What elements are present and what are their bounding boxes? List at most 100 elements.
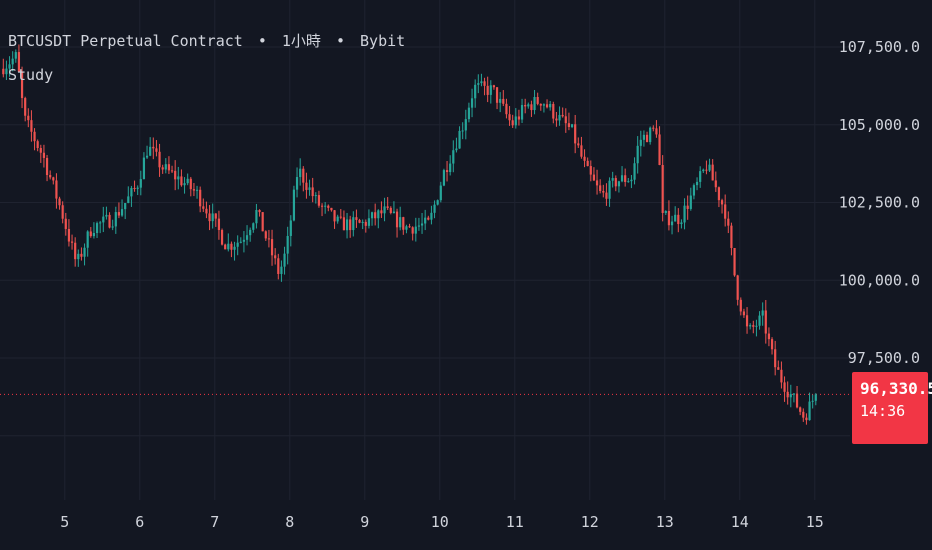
candle-body — [680, 222, 683, 225]
candle-body — [149, 146, 152, 156]
candle-body — [764, 310, 767, 334]
y-tick-label: 102,500.0 — [839, 194, 920, 212]
candle-body — [239, 241, 242, 243]
candle-body — [45, 157, 49, 176]
candle-body — [745, 315, 749, 327]
candle-body — [167, 164, 171, 171]
candle-body — [55, 180, 58, 199]
candle-body — [699, 171, 702, 182]
candle-body — [455, 148, 458, 151]
candle-body — [252, 223, 255, 230]
candle-body — [127, 196, 130, 204]
x-tick-label: 5 — [60, 513, 69, 531]
y-tick-label: 100,000.0 — [839, 271, 920, 289]
candle-body — [695, 181, 699, 186]
candle-body — [161, 167, 164, 170]
candle-body — [802, 411, 805, 418]
candle-body — [467, 107, 471, 120]
candle-body — [717, 187, 721, 201]
candle-body — [483, 81, 486, 86]
candle-body — [14, 52, 17, 59]
x-tick-label: 12 — [581, 513, 599, 531]
candle-body — [383, 206, 386, 214]
candle-body — [152, 146, 155, 149]
candle-body — [461, 130, 464, 132]
candle-body — [667, 210, 671, 226]
interval-label[interactable]: 1小時 — [281, 32, 321, 50]
candle-body — [205, 208, 208, 214]
candle-body — [374, 212, 377, 219]
candle-body — [583, 156, 586, 161]
candle-body — [292, 189, 296, 221]
x-tick-label: 11 — [506, 513, 524, 531]
candle-body — [577, 143, 580, 146]
candle-body — [214, 213, 217, 219]
candle-body — [549, 103, 552, 108]
candle-body — [58, 198, 61, 206]
candle-body — [649, 127, 652, 143]
candle-body — [330, 207, 333, 211]
candle-body — [370, 212, 374, 219]
last-price-badge: 96,330.5 14:36 — [852, 372, 932, 444]
candle-body — [567, 123, 571, 127]
candle-body — [761, 310, 764, 316]
candle-body — [230, 243, 233, 250]
candle-body — [502, 98, 505, 104]
candle-body — [480, 81, 483, 84]
study-label[interactable]: Study — [8, 66, 54, 84]
candle-body — [630, 179, 633, 182]
candle-body — [174, 170, 177, 180]
candle-body — [777, 367, 780, 370]
candle-body — [661, 165, 664, 213]
candle-body — [80, 253, 83, 257]
candle-body — [202, 206, 205, 209]
candle-body — [524, 105, 527, 107]
candle-body — [311, 187, 314, 197]
candle-body — [280, 266, 283, 274]
candle-body — [89, 231, 92, 237]
candle-body — [102, 216, 105, 223]
candle-body — [295, 177, 299, 190]
candle-body — [49, 175, 52, 178]
candle-body — [27, 115, 30, 121]
candle-body — [333, 210, 336, 222]
candle-body — [811, 400, 814, 402]
candle-body — [342, 217, 346, 231]
candle-body — [289, 220, 292, 236]
candle-body — [758, 315, 761, 326]
candle-body — [233, 246, 236, 250]
candle-body — [352, 217, 355, 231]
candle-body — [145, 155, 149, 158]
candle-body — [299, 168, 302, 178]
candle-body — [199, 189, 202, 207]
candle-body — [692, 185, 696, 196]
candle-body — [545, 104, 549, 108]
candle-body — [142, 157, 146, 180]
legend-separator-1: • — [257, 32, 267, 50]
candle-body — [405, 226, 408, 230]
candle-body — [245, 235, 249, 240]
candle-body — [592, 174, 596, 181]
candle-body — [302, 168, 305, 183]
candle-body — [277, 258, 280, 274]
candle-body — [708, 164, 711, 171]
x-tick-label: 15 — [806, 513, 824, 531]
candle-body — [70, 241, 74, 243]
candle-body — [470, 98, 474, 108]
candle-body — [30, 120, 33, 132]
candle-body — [408, 226, 411, 228]
candle-body — [2, 68, 5, 75]
candle-body — [308, 187, 311, 190]
candle-body — [430, 212, 433, 220]
candle-body — [733, 247, 736, 276]
candle-body — [552, 103, 555, 119]
candle-body — [61, 205, 64, 219]
candle-body — [627, 181, 630, 183]
candle-body — [530, 104, 533, 111]
candle-body — [8, 64, 11, 69]
candle-body — [99, 222, 102, 224]
candle-body — [36, 141, 39, 149]
candle-body — [52, 177, 55, 181]
